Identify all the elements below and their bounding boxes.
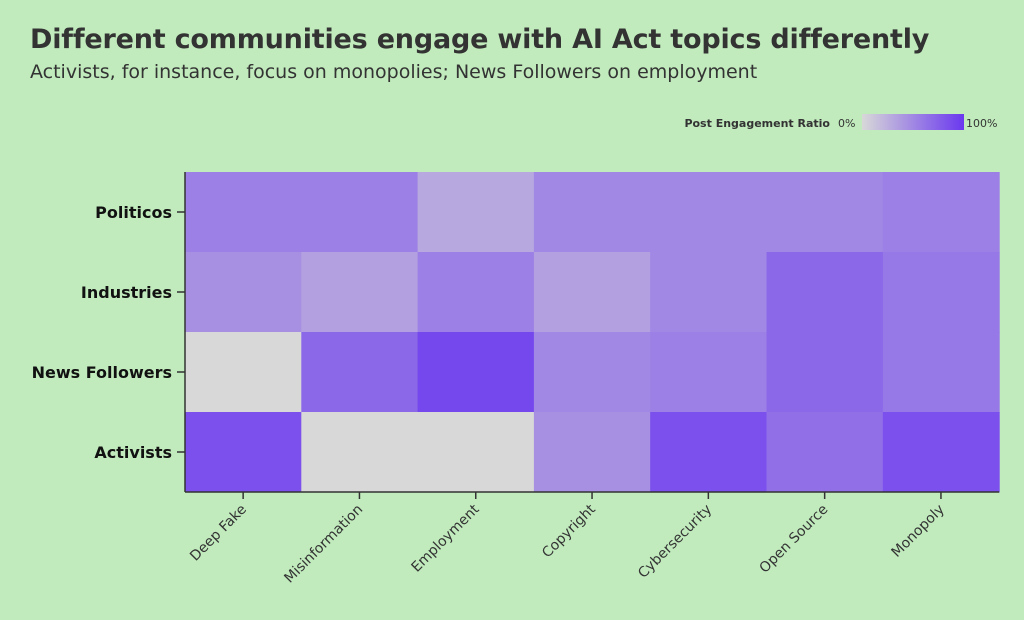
heatmap-cell-0-4 [650,172,768,253]
heatmap-cell-2-3 [533,332,651,413]
heatmap-cell-1-5 [766,252,884,333]
heatmap-cell-3-1 [301,412,419,493]
heatmap-cell-0-3 [533,172,651,253]
legend-min-label: 0% [838,117,855,130]
color-legend: Post Engagement Ratio 0% 100% [684,114,997,130]
x-tick-label: Cybersecurity [635,502,715,582]
x-tick-label: Copyright [539,501,599,561]
y-tick-label: Politicos [95,203,172,222]
heatmap-cell-2-0 [185,332,302,413]
x-tick-label: Monopoly [889,502,948,561]
x-tick-label: Deep Fake [187,502,250,565]
heatmap-cell-1-2 [417,252,535,333]
heatmap-cell-2-5 [766,332,884,413]
x-axis-labels: Deep Fake Misinformation Employment Copyrig… [187,492,948,586]
heatmap-cell-1-3 [533,252,651,333]
x-tick-label: Employment [409,501,483,575]
heatmap-cell-0-5 [766,172,884,253]
heatmap-cell-3-6 [882,412,1000,493]
y-tick-label: Industries [81,283,172,302]
heatmap-cell-2-2 [417,332,535,413]
x-tick-label: Open Source [757,502,832,577]
heatmap-cell-0-1 [301,172,419,253]
heatmap-cell-2-6 [882,332,1000,413]
chart-subtitle: Activists, for instance, focus on monopo… [30,61,758,83]
heatmap-cell-3-5 [766,412,884,493]
heatmap-cell-3-0 [185,412,302,493]
y-tick-label: News Followers [32,363,172,382]
heatmap-cell-0-6 [882,172,1000,253]
heatmap-cell-2-4 [650,332,768,413]
heatmap-cell-0-2 [417,172,535,253]
legend-max-label: 100% [966,117,997,130]
y-tick-label: Activists [94,443,172,462]
heatmap-cell-3-3 [533,412,651,493]
y-axis-labels: Politicos Industries News Followers Activis… [32,203,185,462]
heatmap-cell-1-4 [650,252,768,333]
heatmap-cells [185,172,1000,493]
legend-title: Post Engagement Ratio [684,117,830,130]
heatmap-cell-1-0 [185,252,302,333]
heatmap-cell-3-4 [650,412,768,493]
heatmap-cell-2-1 [301,332,419,413]
x-tick-label: Misinformation [281,502,366,587]
heatmap-cell-1-6 [882,252,1000,333]
heatmap-cell-3-2 [417,412,535,493]
heatmap-cell-1-1 [301,252,419,333]
chart-title: Different communities engage with AI Act… [30,24,930,55]
legend-gradient-bar [862,114,964,130]
heatmap-cell-0-0 [185,172,302,253]
